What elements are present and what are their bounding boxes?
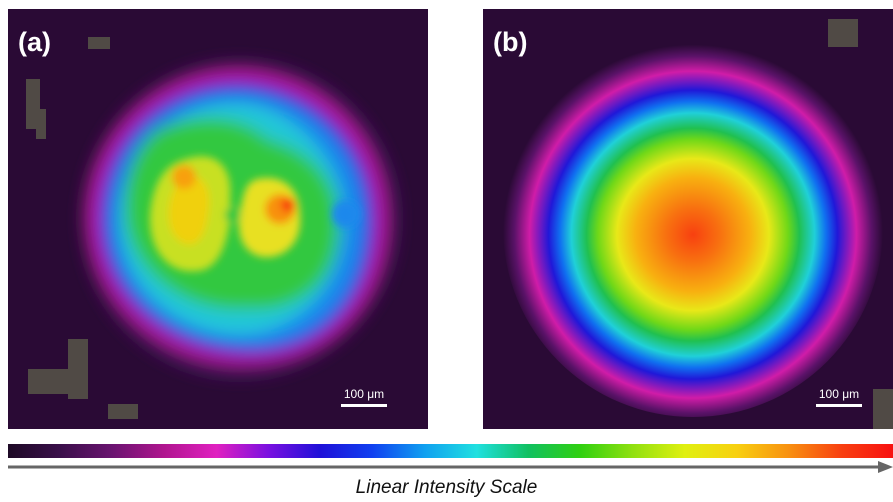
intensity-scale-caption: Linear Intensity Scale — [355, 477, 538, 498]
scale-bar-line-a — [341, 404, 387, 407]
scale-bar-label-a: 100 μm — [343, 387, 385, 401]
intensity-colorbar — [8, 444, 893, 458]
beam-profile-image-a: (a) 100 μm — [8, 9, 428, 429]
panel-label-a: (a) — [18, 27, 51, 57]
scale-bar-line-b — [816, 404, 862, 407]
beam-profile-image-b: (b) 100 μm — [483, 9, 893, 429]
scale-bar-a: 100 μm — [340, 387, 388, 407]
scale-bar-b: 100 μm — [815, 387, 863, 407]
intensity-arrow-icon — [8, 461, 893, 473]
beam-profile-a-graphic — [8, 9, 428, 429]
beam-profile-b-graphic — [483, 9, 893, 429]
panel-label-b: (b) — [493, 27, 528, 57]
scale-bar-label-b: 100 μm — [818, 387, 860, 401]
